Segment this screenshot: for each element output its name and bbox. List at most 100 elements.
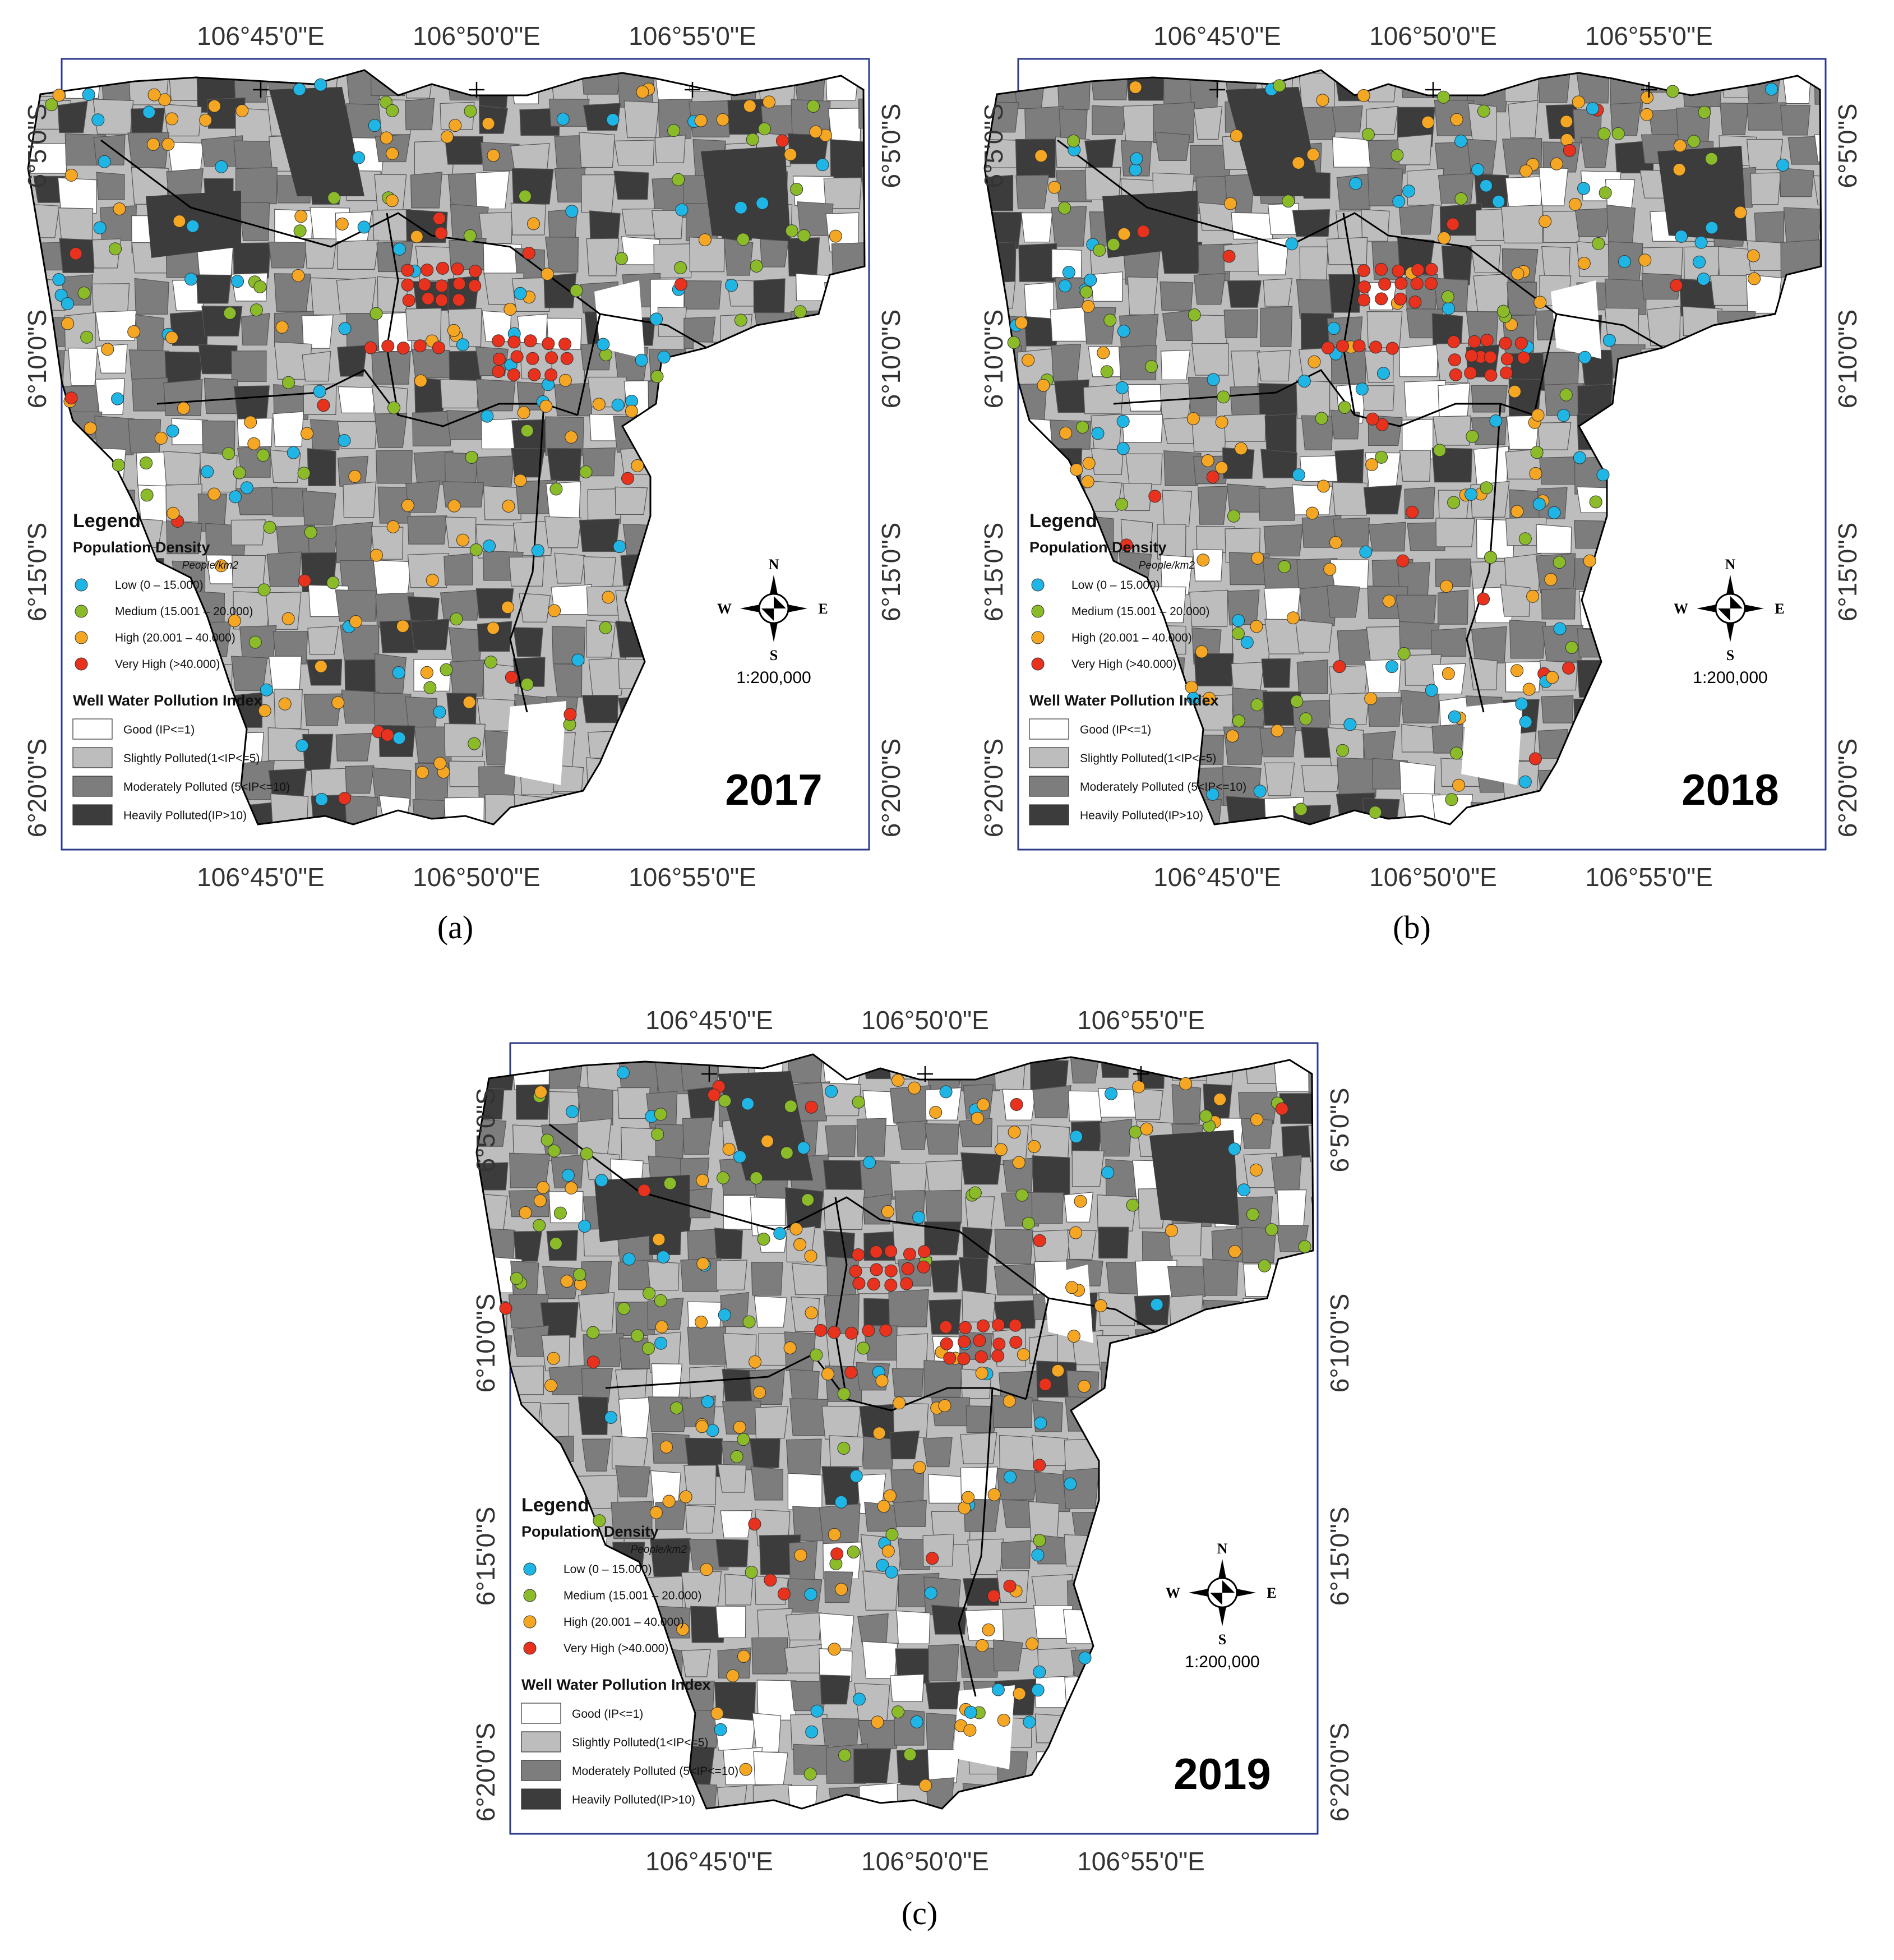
density-point-very_high xyxy=(492,352,506,366)
panel-caption-b: (b) xyxy=(1393,909,1431,946)
district-moderate xyxy=(1435,559,1471,587)
district-moderate xyxy=(1330,409,1360,440)
density-point-medium xyxy=(541,1133,554,1147)
district-slight xyxy=(57,207,94,241)
lon-tick-label-top: 106°50'0"E xyxy=(1369,21,1497,50)
district-good xyxy=(268,656,302,694)
compass-quadrants xyxy=(1718,596,1743,621)
density-point-high xyxy=(1250,620,1263,633)
district-moderate xyxy=(922,1437,953,1468)
district-moderate xyxy=(412,349,450,379)
density-point-very_high xyxy=(1500,352,1514,366)
legend-swatch-heavy xyxy=(521,1788,561,1810)
density-point-very_high xyxy=(1477,592,1490,606)
density-point-medium xyxy=(1369,806,1382,819)
density-point-low xyxy=(1448,710,1461,723)
density-point-medium xyxy=(586,1326,600,1339)
density-point-low xyxy=(1031,1548,1045,1562)
district-moderate xyxy=(446,410,487,440)
density-point-high xyxy=(976,1639,989,1652)
density-point-medium xyxy=(857,1341,870,1355)
density-point-high xyxy=(829,229,842,243)
legend-density-unit: People/km2 xyxy=(1139,560,1195,571)
district-moderate xyxy=(615,1465,651,1497)
density-point-medium xyxy=(510,1272,523,1285)
density-point-high xyxy=(1008,1126,1021,1139)
density-point-high xyxy=(975,1367,988,1380)
density-point-high xyxy=(871,1715,884,1729)
density-point-high xyxy=(503,303,517,316)
density-point-high xyxy=(698,233,712,247)
density-point-very_high xyxy=(1357,264,1370,278)
district-moderate xyxy=(1368,522,1406,552)
density-point-very_high xyxy=(1366,412,1379,426)
density-point-high xyxy=(982,1623,995,1636)
admin-border xyxy=(834,1197,1027,1412)
district-moderate xyxy=(993,1639,1023,1672)
density-point-medium xyxy=(674,261,687,274)
density-point-medium xyxy=(807,100,820,113)
district-slight xyxy=(1127,276,1158,315)
density-point-very_high xyxy=(401,264,414,277)
density-point-low xyxy=(1557,409,1570,422)
density-point-very_high xyxy=(1010,1098,1023,1111)
district-moderate xyxy=(1336,173,1374,210)
density-point-high xyxy=(52,89,66,102)
district-good xyxy=(889,1674,925,1702)
district-slight xyxy=(1315,1405,1350,1441)
density-point-low xyxy=(876,1558,889,1572)
density-point-very_high xyxy=(918,1245,931,1258)
district-slight xyxy=(440,379,479,409)
density-point-high xyxy=(410,230,423,243)
density-point-very_high xyxy=(987,1589,1000,1603)
district-moderate xyxy=(1604,278,1647,315)
density-point-high xyxy=(739,1763,752,1776)
district-heavy xyxy=(307,448,336,486)
density-point-medium xyxy=(1107,238,1120,251)
density-point-very_high xyxy=(1375,292,1388,306)
district-moderate xyxy=(1574,207,1611,237)
density-point-low xyxy=(910,1715,923,1728)
density-point-high xyxy=(207,487,221,501)
density-point-medium xyxy=(1518,532,1532,546)
density-point-high xyxy=(1228,1245,1241,1258)
district-good xyxy=(1231,212,1273,240)
district-heavy xyxy=(511,168,554,205)
density-point-low xyxy=(142,105,156,119)
district-slight xyxy=(623,100,659,139)
density-point-low xyxy=(315,792,329,806)
density-point-low xyxy=(1425,684,1438,697)
density-point-very_high xyxy=(418,278,431,292)
density-point-medium xyxy=(1336,744,1350,757)
district-heavy xyxy=(477,1162,509,1191)
district-slight xyxy=(1308,1125,1313,1162)
density-point-very_high xyxy=(939,1320,953,1334)
lat-tick-label-left: 6°5'0"S xyxy=(979,104,1008,188)
density-point-medium xyxy=(1076,421,1089,434)
district-heavy xyxy=(749,1438,780,1468)
density-point-very_high xyxy=(1385,342,1399,355)
density-point-very_high xyxy=(401,278,414,292)
density-point-high xyxy=(64,168,78,182)
density-point-high xyxy=(275,320,289,334)
density-point-high xyxy=(631,459,644,472)
admin-border xyxy=(958,1387,994,1697)
district-moderate xyxy=(1814,70,1821,105)
density-point-low xyxy=(675,203,689,216)
density-point-high xyxy=(349,615,362,628)
district-good xyxy=(819,1648,853,1682)
density-point-very_high xyxy=(545,351,558,365)
density-point-medium xyxy=(423,681,437,694)
legend-label-medium: Medium (15.001 – 20.000) xyxy=(115,605,253,618)
density-point-medium xyxy=(750,260,763,273)
legend-swatch-good xyxy=(72,718,113,740)
district-moderate xyxy=(1197,486,1228,525)
legend-swatch-very_high xyxy=(75,657,88,671)
density-point-high xyxy=(695,1420,709,1433)
density-point-very_high xyxy=(421,264,434,276)
density-point-low xyxy=(1602,334,1616,347)
lon-tick-label-bottom: 106°50'0"E xyxy=(413,863,541,892)
district-heavy xyxy=(337,345,367,377)
density-point-high xyxy=(761,1135,774,1148)
district-slight xyxy=(615,486,648,515)
